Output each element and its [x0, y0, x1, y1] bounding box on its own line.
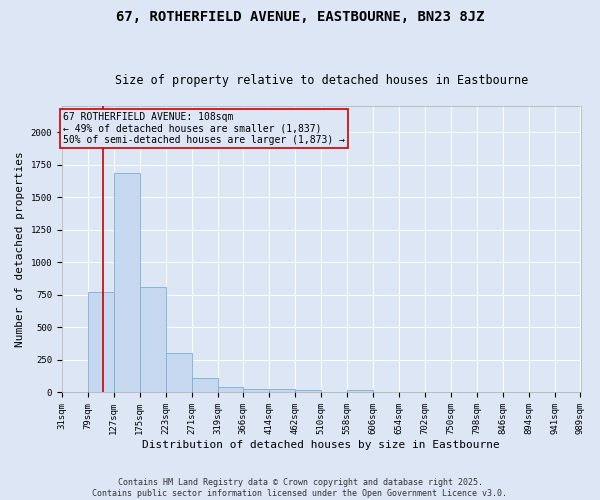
Text: 67, ROTHERFIELD AVENUE, EASTBOURNE, BN23 8JZ: 67, ROTHERFIELD AVENUE, EASTBOURNE, BN23…	[116, 10, 484, 24]
Bar	[347, 390, 373, 392]
Bar	[166, 354, 192, 393]
Text: Contains HM Land Registry data © Crown copyright and database right 2025.
Contai: Contains HM Land Registry data © Crown c…	[92, 478, 508, 498]
Bar	[192, 378, 218, 392]
Bar	[88, 292, 114, 392]
Bar	[140, 287, 166, 393]
Title: Size of property relative to detached houses in Eastbourne: Size of property relative to detached ho…	[115, 74, 528, 87]
Text: 67 ROTHERFIELD AVENUE: 108sqm
← 49% of detached houses are smaller (1,837)
50% o: 67 ROTHERFIELD AVENUE: 108sqm ← 49% of d…	[64, 112, 346, 146]
Bar	[114, 172, 140, 392]
Bar	[243, 388, 269, 392]
Bar	[218, 388, 243, 392]
Y-axis label: Number of detached properties: Number of detached properties	[15, 152, 25, 347]
X-axis label: Distribution of detached houses by size in Eastbourne: Distribution of detached houses by size …	[142, 440, 500, 450]
Bar	[269, 389, 295, 392]
Bar	[295, 390, 321, 392]
